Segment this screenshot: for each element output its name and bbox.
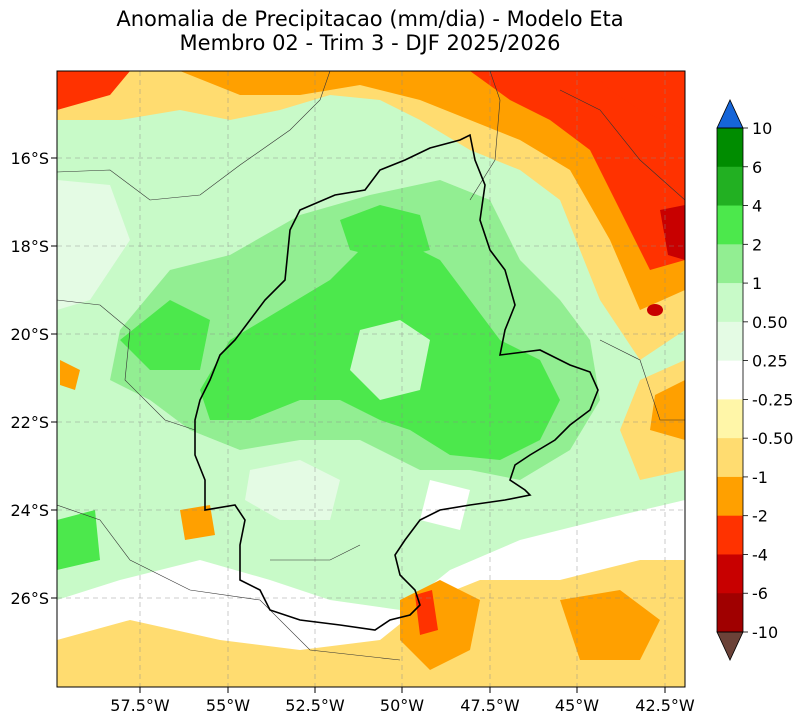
colorbar: 10 6 4 2 1 0.50 0.25 -0.25 -0.50 -1 -2 -4 -6 -10	[716, 99, 793, 661]
colorbar-label: 6	[752, 158, 762, 177]
colorbar-label: -2	[752, 507, 768, 526]
colorbar-label: -1	[752, 468, 768, 487]
colorbar-label: 0.50	[752, 313, 788, 332]
lat-label: 18°S	[10, 237, 49, 256]
lon-label: 57.5°W	[110, 696, 170, 715]
colorbar-bin	[717, 244, 743, 284]
map-title-line1: Anomalia de Precipitacao (mm/dia) - Mode…	[116, 7, 624, 31]
colorbar-label: 2	[752, 235, 762, 254]
colorbar-bin	[717, 360, 743, 400]
colorbar-bin	[717, 205, 743, 245]
lat-label: 16°S	[10, 149, 49, 168]
colorbar-label: -6	[752, 584, 768, 603]
colorbar-bin	[717, 554, 743, 594]
lat-label: 24°S	[10, 501, 49, 520]
lat-label: 20°S	[10, 325, 49, 344]
lon-label: 42.5°W	[635, 696, 695, 715]
colorbar-label: 0.25	[752, 352, 788, 371]
lon-label: 45°W	[555, 696, 599, 715]
lat-label: 26°S	[10, 589, 49, 608]
anomaly-field	[57, 71, 685, 687]
colorbar-bin	[717, 593, 743, 633]
colorbar-label: 1	[752, 274, 762, 293]
gridlines	[57, 71, 685, 687]
colorbar-under-triangle	[716, 631, 744, 661]
colorbar-label: -0.50	[752, 429, 793, 448]
lon-axis: 57.5°W 55°W 52.5°W 50°W 47.5°W 45°W 42.5…	[110, 687, 695, 715]
lat-axis: 16°S 18°S 20°S 22°S 24°S 26°S	[10, 149, 57, 608]
lon-label: 47.5°W	[460, 696, 520, 715]
colorbar-bin	[717, 166, 743, 207]
map-frame	[56, 70, 686, 688]
colorbar-label: 4	[752, 197, 762, 216]
map-title-line2: Membro 02 - Trim 3 - DJF 2025/2026	[179, 31, 561, 55]
lon-label: 50°W	[380, 696, 424, 715]
colorbar-over-triangle	[716, 99, 744, 129]
colorbar-bin	[717, 438, 743, 478]
colorbar-label: -4	[752, 545, 768, 564]
colorbar-bin	[717, 399, 743, 439]
colorbar-frame	[716, 127, 744, 633]
colorbar-label: -10	[752, 623, 778, 642]
colorbar-bin	[717, 476, 743, 517]
colorbar-bin	[717, 515, 743, 555]
colorbar-label: 10	[752, 119, 772, 138]
lon-label: 52.5°W	[285, 696, 345, 715]
colorbar-bin	[717, 321, 743, 362]
lon-label: 55°W	[206, 696, 250, 715]
colorbar-label: -0.25	[752, 390, 793, 409]
colorbar-bin	[717, 128, 743, 168]
lat-label: 22°S	[10, 413, 49, 432]
basin-outline	[194, 133, 599, 631]
colorbar-bin	[717, 283, 743, 323]
